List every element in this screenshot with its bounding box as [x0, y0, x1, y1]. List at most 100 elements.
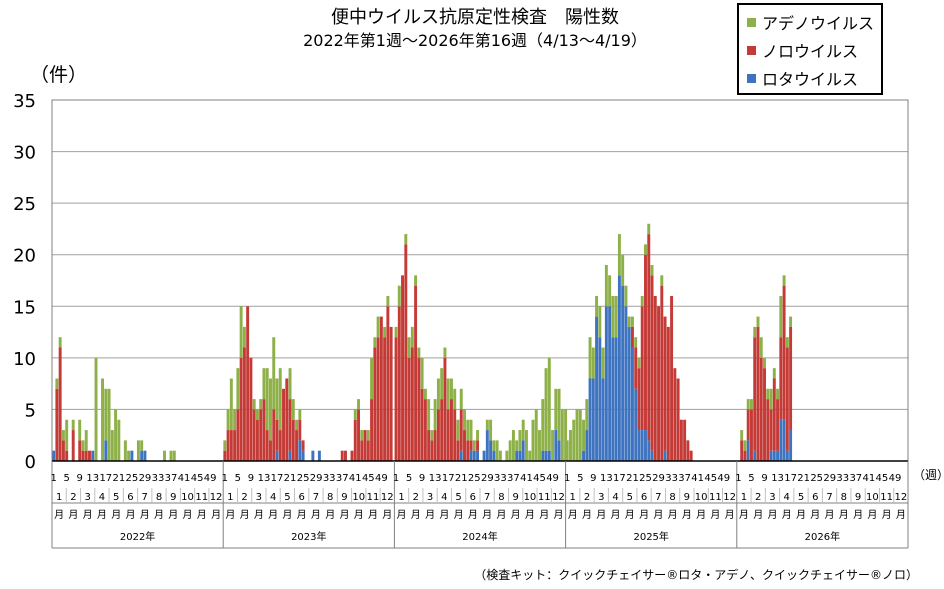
bar-segment	[229, 378, 233, 431]
bar-segment	[239, 357, 243, 461]
bar-segment	[414, 285, 418, 461]
bar-segment	[598, 337, 602, 461]
bar-segment	[265, 430, 269, 461]
week-tick-label: 41	[863, 473, 876, 484]
month-label-suffix: 月	[639, 509, 649, 521]
bar-segment	[376, 316, 380, 338]
bar-segment	[789, 430, 793, 461]
bar-segment	[255, 419, 259, 461]
bar-segment	[647, 223, 651, 235]
week-tick-label: 21	[455, 473, 468, 484]
bar-segment	[410, 347, 414, 461]
month-label-suffix: 月	[468, 509, 478, 521]
bar-segment	[689, 450, 693, 461]
bar-segment	[291, 399, 295, 420]
bar-segment	[740, 440, 744, 461]
month-label: 1	[570, 492, 576, 503]
month-label: 12	[895, 492, 908, 503]
bar-segment	[298, 419, 302, 441]
bar-segment	[644, 254, 647, 431]
month-label: 5	[798, 492, 804, 503]
week-tick-label: 33	[836, 473, 849, 484]
bar-segment	[634, 347, 638, 389]
week-tick-label: 9	[590, 473, 596, 484]
bar-segment	[420, 357, 424, 389]
week-tick-label: 21	[626, 473, 639, 484]
week-tick-label: 13	[771, 473, 784, 484]
month-label: 5	[455, 492, 461, 503]
bar-segment	[401, 275, 405, 461]
month-label: 2	[241, 492, 247, 503]
bar-segment	[275, 419, 279, 451]
week-tick-label: 25	[297, 473, 310, 484]
month-label-suffix: 月	[810, 509, 820, 521]
month-label-suffix: 月	[339, 509, 349, 521]
bar-segment	[456, 440, 460, 461]
month-label-suffix: 月	[482, 509, 492, 521]
month-label-suffix: 月	[425, 509, 435, 521]
bar-segment	[110, 430, 114, 461]
bar-segment	[246, 306, 250, 461]
bar-segment	[644, 430, 647, 461]
week-tick-label: 13	[600, 473, 613, 484]
month-label-suffix: 月	[625, 509, 635, 521]
bar-segment	[357, 409, 360, 461]
week-tick-label: 9	[419, 473, 425, 484]
bar-segment	[598, 306, 602, 338]
bar-segment	[397, 306, 401, 461]
legend: アデノウイルス ノロウイルス ロタウイルス	[737, 3, 883, 95]
bar-segment	[117, 419, 121, 461]
legend-item-noro: ノロウイルス	[747, 37, 858, 63]
bar-segment	[782, 419, 786, 461]
month-label-suffix: 月	[97, 509, 107, 521]
bar-segment	[785, 337, 789, 348]
bar-segment	[272, 409, 276, 461]
bar-segment	[657, 306, 660, 461]
bar-segment	[627, 316, 631, 327]
week-tick-label: 37	[678, 473, 691, 484]
week-tick-label: 41	[349, 473, 362, 484]
bar-segment	[340, 450, 344, 461]
bar-segment	[476, 440, 480, 451]
month-label-suffix: 月	[197, 509, 207, 521]
bar-segment	[611, 337, 615, 461]
week-tick-label: 49	[375, 473, 388, 484]
bar-segment	[104, 440, 108, 461]
bar-segment	[252, 409, 256, 461]
bar-segment	[65, 450, 69, 461]
bar-segment	[78, 419, 82, 441]
month-label-suffix: 月	[553, 509, 563, 521]
month-label-suffix: 月	[382, 509, 392, 521]
bar-segment	[630, 316, 634, 327]
week-tick-label: 41	[178, 473, 191, 484]
bar-segment	[508, 440, 512, 461]
bar-segment	[511, 430, 515, 461]
bar-segment	[94, 357, 98, 461]
legend-label-rota: ロタウイルス	[762, 70, 859, 89]
month-label-suffix: 月	[454, 509, 464, 521]
bar-segment	[776, 388, 780, 400]
bar-segment	[750, 409, 753, 461]
bar-segment	[630, 347, 634, 461]
bar-segment	[569, 430, 572, 461]
bar-segment	[360, 440, 364, 461]
bar-segment	[743, 440, 747, 451]
month-label-suffix: 月	[653, 509, 663, 521]
month-label: 10	[524, 492, 537, 503]
bar-segment	[84, 450, 88, 461]
bar-segment	[763, 357, 766, 369]
week-tick-label: 49	[546, 473, 559, 484]
month-label: 8	[327, 492, 333, 503]
week-tick-label: 5	[235, 473, 241, 484]
year-label: 2022年	[120, 530, 155, 543]
bar-segment	[265, 368, 269, 431]
bar-segment	[489, 419, 493, 441]
bar-segment	[469, 450, 473, 461]
bar-segment	[226, 430, 230, 461]
month-label: 12	[723, 492, 736, 503]
month-label-suffix: 月	[154, 509, 164, 521]
bar-segment	[560, 409, 564, 461]
bar-segment	[459, 409, 463, 451]
bar-segment	[782, 275, 786, 286]
